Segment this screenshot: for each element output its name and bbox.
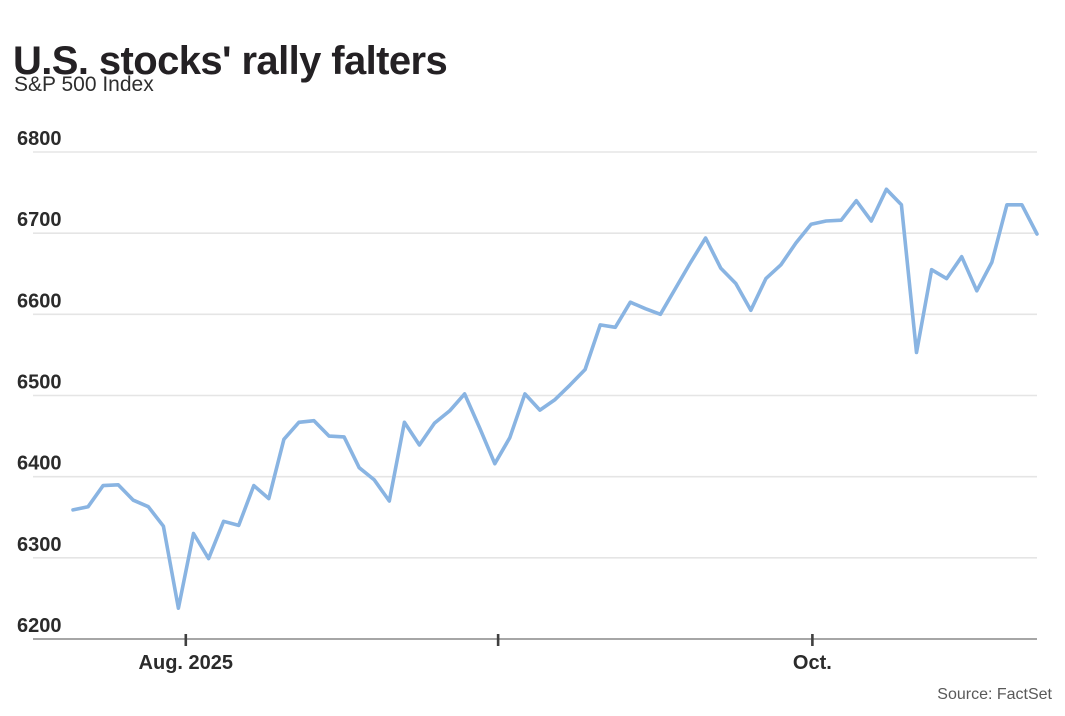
chart-title: U.S. stocks' rally falters [13,38,448,83]
chart-subtitle: S&P 500 Index [14,73,154,96]
y-tick-label: 6400 [17,453,62,475]
x-tick-label: Aug. 2025 [139,652,233,674]
x-tick-label: Oct. [793,652,832,674]
source-credit: Source: FactSet [937,686,1052,703]
y-tick-label: 6800 [17,128,62,150]
price-line [71,187,1039,611]
y-tick-label: 6700 [17,209,62,231]
y-tick-label: 6600 [17,290,62,312]
y-tick-label: 6500 [17,372,62,394]
y-tick-label: 6200 [17,615,62,637]
y-tick-label: 6300 [17,534,62,556]
